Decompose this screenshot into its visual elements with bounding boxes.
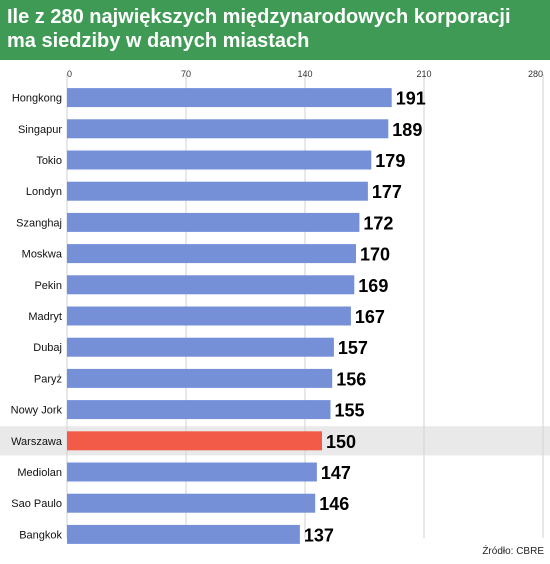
category-label: Moskwa <box>22 249 63 261</box>
bar <box>67 244 356 264</box>
category-label: Nowy Jork <box>11 405 63 417</box>
x-tick-label: 210 <box>416 69 431 79</box>
category-label: Madryt <box>28 311 62 323</box>
bar <box>67 493 316 513</box>
category-label: Tokio <box>36 155 62 167</box>
bar <box>67 88 392 108</box>
category-label: Mediolan <box>17 467 62 479</box>
value-label: 177 <box>372 182 402 202</box>
category-label: Pekin <box>34 280 62 292</box>
bar <box>67 368 333 388</box>
x-tick-label: 140 <box>297 69 312 79</box>
value-label: 191 <box>396 89 426 109</box>
value-label: 179 <box>375 151 405 171</box>
title-banner: Ile z 280 największych międzynarodowych … <box>0 0 550 60</box>
value-label: 146 <box>319 494 349 514</box>
value-label: 150 <box>326 432 356 452</box>
x-tick-label: 0 <box>67 69 72 79</box>
chart-title: Ile z 280 największych międzynarodowych … <box>7 6 511 52</box>
x-tick-label: 70 <box>181 69 191 79</box>
bar <box>67 400 331 420</box>
value-label: 147 <box>321 463 351 483</box>
category-label: Paryż <box>34 373 62 385</box>
category-label: Bangkok <box>19 529 62 541</box>
bar <box>67 150 372 170</box>
value-label: 156 <box>336 369 366 389</box>
category-label: Londyn <box>26 186 62 198</box>
category-label: Szanghaj <box>16 217 62 229</box>
bar <box>67 337 334 357</box>
category-label: Hongkong <box>12 93 62 105</box>
value-label: 157 <box>338 338 368 358</box>
value-label: 170 <box>360 245 390 265</box>
x-tick-label: 280 <box>528 69 543 79</box>
bar <box>67 212 360 232</box>
value-label: 172 <box>363 213 393 233</box>
category-label: Singapur <box>18 124 62 136</box>
value-label: 167 <box>355 307 385 327</box>
category-label: Warszawa <box>11 436 63 448</box>
bar <box>67 524 300 544</box>
value-label: 189 <box>392 120 422 140</box>
category-label: Dubaj <box>33 342 62 354</box>
source-note: Źródło: CBRE <box>482 546 544 557</box>
bar-chart: 0 70 140 210 280 Hongkong Singapur Tokio Londyn… <box>0 69 550 544</box>
value-label: 155 <box>335 401 365 421</box>
bar <box>67 306 351 326</box>
category-label: Sao Paulo <box>11 498 62 510</box>
value-label: 137 <box>304 525 334 544</box>
value-label: 169 <box>358 276 388 296</box>
bar <box>67 431 322 451</box>
bar <box>67 119 389 139</box>
bar <box>67 181 368 201</box>
bar <box>67 275 355 295</box>
bar <box>67 462 317 482</box>
